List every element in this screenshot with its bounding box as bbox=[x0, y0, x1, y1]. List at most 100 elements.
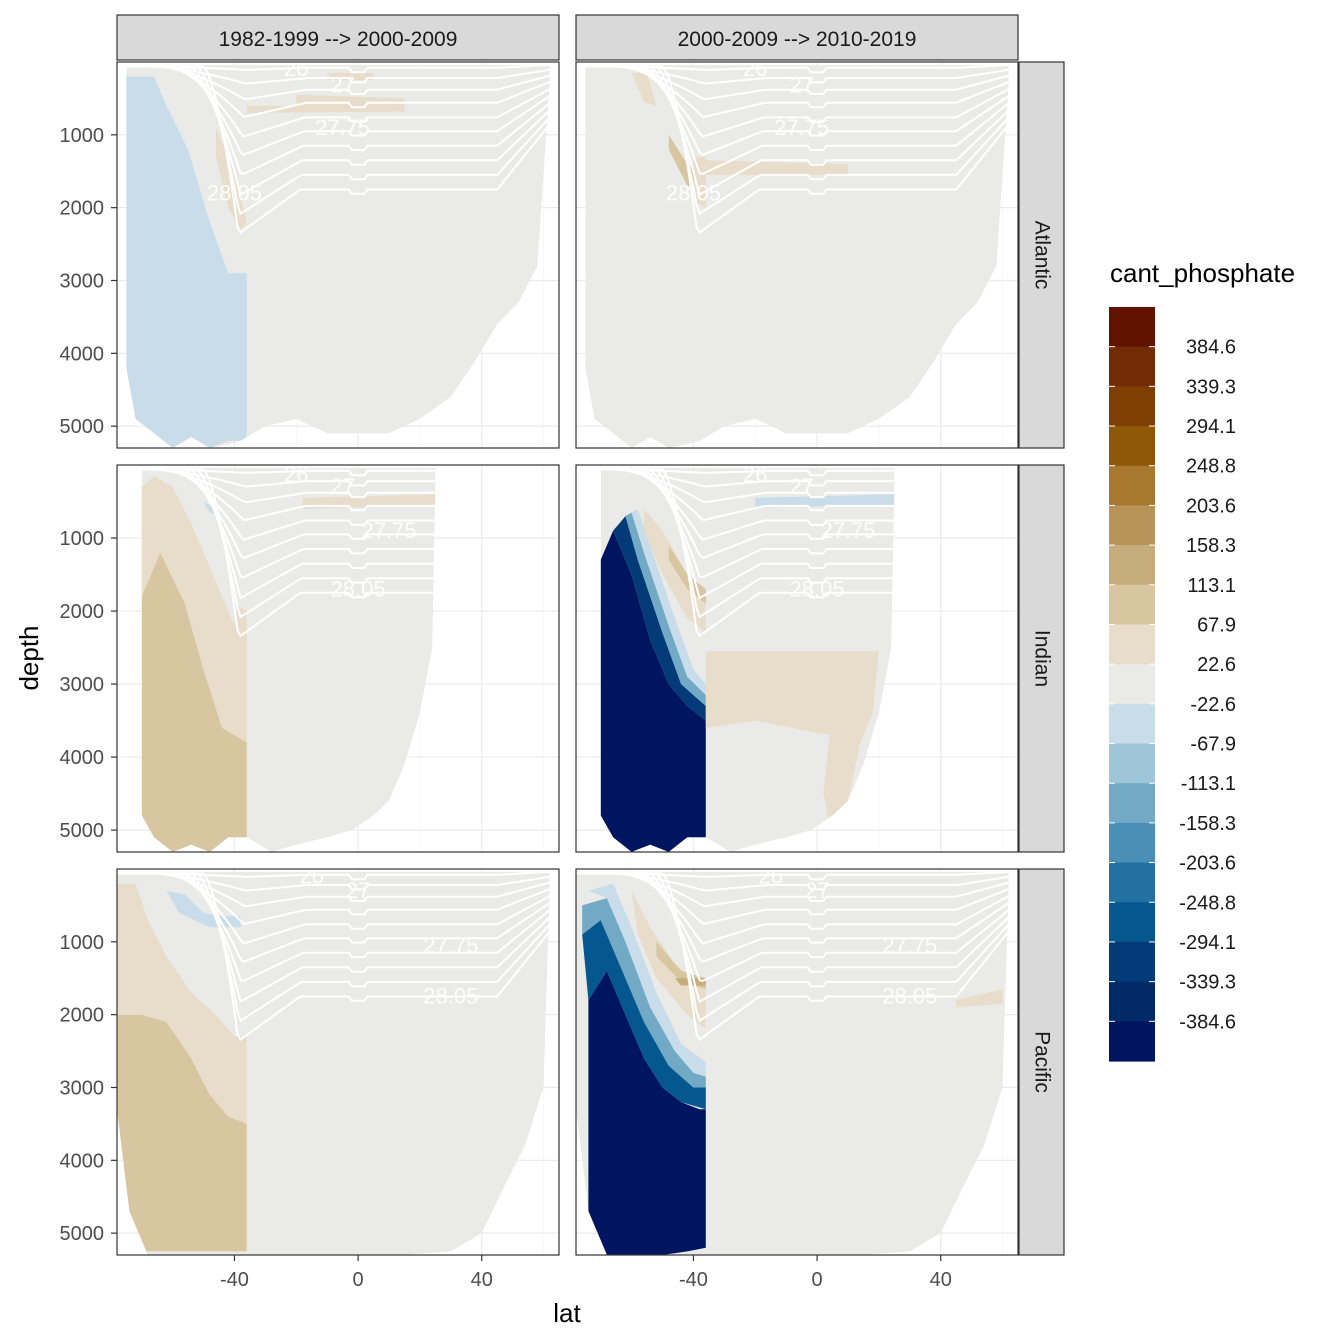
contour-band bbox=[631, 508, 706, 695]
panel-border bbox=[116, 464, 560, 853]
legend-break-label: 248.8 bbox=[1186, 456, 1236, 478]
contour-band bbox=[246, 94, 405, 113]
panel-atlantic-1: 26 27 27.75 28.05 bbox=[116, 56, 560, 449]
y-tick-label: 5000 bbox=[60, 820, 105, 842]
isopycnal-line bbox=[600, 468, 895, 638]
panel-border bbox=[116, 61, 560, 449]
legend-break-label: -339.3 bbox=[1179, 972, 1236, 994]
y-tick-label: 4000 bbox=[60, 343, 105, 365]
isopycnal-label: 28.05 bbox=[790, 576, 845, 601]
panel-indian-1: 26 27 27.75 28.05 bbox=[116, 462, 560, 853]
contour-band bbox=[644, 508, 706, 633]
contour-band bbox=[693, 156, 706, 208]
x-tick-label: 40 bbox=[471, 1269, 493, 1291]
contour-band bbox=[166, 890, 241, 928]
panel-atlantic-2: 26 27 27.75 28.05 bbox=[575, 61, 1019, 449]
legend-break-label: -67.9 bbox=[1190, 734, 1236, 756]
y-tick-label: 5000 bbox=[60, 1223, 105, 1245]
y-tick-label: 2000 bbox=[60, 601, 105, 623]
contour-band bbox=[631, 72, 657, 106]
isopycnal-line bbox=[126, 65, 550, 197]
legend-break-label: -22.6 bbox=[1190, 694, 1236, 716]
contour-band bbox=[126, 76, 247, 448]
y-tick-label: 2000 bbox=[60, 198, 105, 220]
strip-column-label: 1982-1999 --> 2000-2009 bbox=[219, 28, 458, 51]
panel-pacific-2: 26 27 27.75 28.05 bbox=[575, 868, 1019, 1256]
isopycnal-line bbox=[585, 65, 1009, 234]
contour-fill: 26 27 27.75 28.05 bbox=[576, 871, 1009, 1255]
isopycnal-line bbox=[576, 872, 1009, 1041]
contour-fill: 26 27 27.75 28.05 bbox=[600, 467, 895, 852]
strip-row-indian bbox=[1018, 464, 1065, 853]
x-axis-title: lat bbox=[553, 1298, 581, 1328]
y-tick-label: 4000 bbox=[60, 747, 105, 769]
legend-color-step bbox=[1109, 703, 1155, 745]
isopycnal-line bbox=[126, 65, 550, 101]
isopycnal-label: 26 bbox=[284, 462, 308, 487]
isopycnal-label: 27 bbox=[789, 474, 813, 499]
panel-border bbox=[575, 868, 1019, 1256]
legend-break-label: -384.6 bbox=[1179, 1011, 1236, 1033]
legend-break-label: -248.8 bbox=[1179, 892, 1236, 914]
isopycnal-line bbox=[141, 468, 436, 541]
legend-break-label: 158.3 bbox=[1186, 535, 1236, 557]
legend-color-step bbox=[1109, 981, 1155, 1022]
panel-pacific-1: 26 27 27.75 28.05 bbox=[116, 864, 560, 1256]
strip-row-label: Pacific bbox=[1030, 1031, 1053, 1093]
isopycnal-line bbox=[141, 468, 436, 638]
contour-band bbox=[600, 530, 706, 852]
y-tick-label: 1000 bbox=[60, 528, 105, 550]
y-tick-label: 1000 bbox=[60, 932, 105, 954]
y-tick-label: 3000 bbox=[60, 674, 105, 696]
legend-break-label: -158.3 bbox=[1179, 813, 1236, 835]
isopycnal-label: 26 bbox=[299, 864, 323, 889]
isopycnal-line bbox=[117, 872, 550, 1041]
legend-color-step bbox=[1109, 743, 1155, 784]
strip-row-label: Atlantic bbox=[1030, 221, 1053, 290]
strip-column-label: 2000-2009 --> 2010-2019 bbox=[678, 28, 917, 51]
legend-break-label: 339.3 bbox=[1186, 376, 1236, 398]
isopycnal-line bbox=[585, 65, 1009, 197]
legend-color-step bbox=[1109, 346, 1155, 387]
isopycnal-line bbox=[585, 65, 1009, 101]
legend-break-label: 384.6 bbox=[1186, 337, 1236, 359]
strip-row-atlantic bbox=[1018, 61, 1065, 449]
legend-color-step bbox=[1109, 902, 1155, 943]
isopycnal-label: 27.75 bbox=[315, 115, 370, 140]
panel-indian-2: 26 27 27.75 28.05 bbox=[575, 464, 1019, 853]
legend-break-label: -203.6 bbox=[1179, 853, 1236, 875]
isopycnal-line bbox=[141, 468, 436, 579]
isopycnal-line bbox=[117, 872, 550, 963]
isopycnal-line bbox=[126, 65, 550, 156]
contour-band bbox=[588, 883, 706, 1077]
isopycnal-label: 27.75 bbox=[423, 933, 478, 958]
isopycnal-line bbox=[576, 872, 1009, 945]
isopycnal-label: 28.05 bbox=[882, 984, 937, 1009]
y-tick-label: 5000 bbox=[60, 416, 105, 438]
isopycnal-line bbox=[585, 65, 1009, 175]
isopycnal-label: 28.05 bbox=[331, 576, 386, 601]
isopycnal-line bbox=[600, 468, 895, 541]
x-tick-label: 0 bbox=[812, 1269, 823, 1291]
isopycnal-label: 26 bbox=[284, 56, 308, 81]
strip-row-pacific bbox=[1018, 868, 1065, 1256]
strip-column-1 bbox=[116, 14, 560, 61]
isopycnal-line bbox=[585, 65, 1009, 156]
contour-band bbox=[582, 920, 706, 1110]
contour-fill: 26 27 27.75 28.05 bbox=[141, 462, 436, 852]
contour-fill: 26 27 27.75 28.05 bbox=[117, 864, 550, 1255]
legend-color-step bbox=[1109, 783, 1155, 824]
panel-border bbox=[116, 868, 560, 1256]
contour-band bbox=[141, 476, 247, 743]
contour-band bbox=[613, 516, 706, 721]
legend-color-step bbox=[1109, 624, 1155, 665]
legend-break-label: -294.1 bbox=[1179, 932, 1236, 954]
strip-column-2 bbox=[575, 14, 1019, 61]
y-tick-label: 3000 bbox=[60, 270, 105, 292]
legend-color-step bbox=[1109, 584, 1155, 626]
contour-band bbox=[625, 512, 706, 706]
legend-break-label: 113.1 bbox=[1187, 575, 1236, 597]
contour-band bbox=[588, 971, 706, 1255]
contour-band bbox=[956, 989, 1003, 1008]
